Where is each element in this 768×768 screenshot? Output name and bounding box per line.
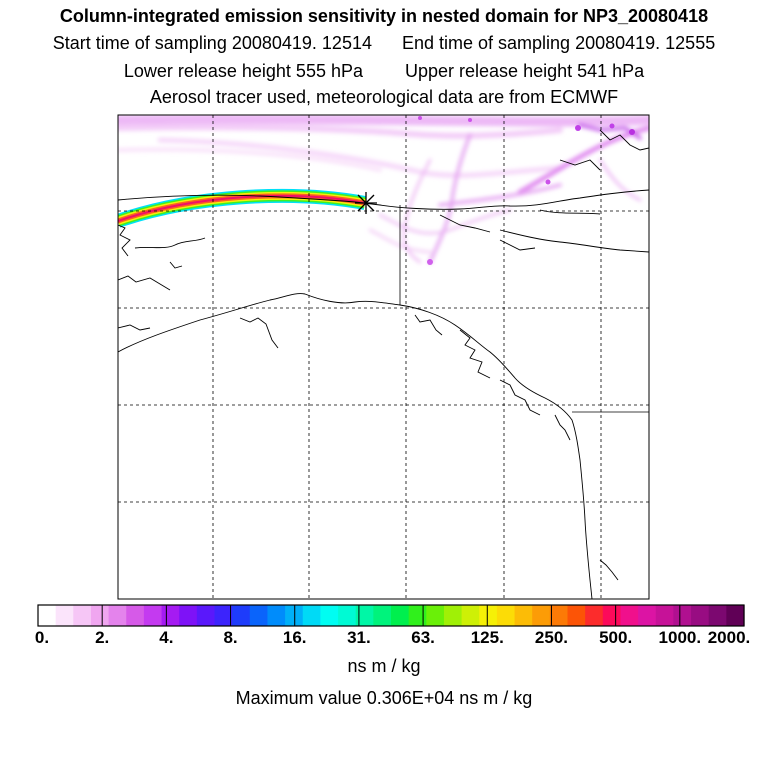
colorbar-swatch — [585, 605, 604, 626]
colorbar-swatch — [249, 605, 269, 626]
colorbar-swatch — [655, 605, 674, 626]
colorbar-swatch — [355, 605, 374, 626]
colorbar-swatch — [620, 605, 639, 626]
colorbar-swatch — [320, 605, 339, 626]
release-point-star-icon — [355, 192, 377, 214]
colorbar-units: ns m / kg — [347, 656, 421, 676]
colorbar-tick-label: 63. — [411, 628, 435, 647]
high-sensitivity-band — [118, 188, 367, 228]
political-borders — [399, 205, 649, 413]
colorbar-tick-label: 16. — [282, 628, 307, 647]
figure-title: Column-integrated emission sensitivity i… — [59, 6, 709, 26]
colorbar-swatch — [496, 605, 516, 626]
sampling-time-line: Start time of sampling 20080419. 12514 En… — [0, 33, 768, 54]
colorbar-swatch — [726, 605, 745, 626]
colorbar-swatch — [108, 605, 127, 626]
colorbar-swatch — [461, 605, 480, 626]
colorbar-swatch — [479, 605, 498, 626]
colorbar-swatch — [708, 605, 727, 626]
colorbar-frame — [37, 604, 745, 627]
colorbar-swatch — [426, 605, 445, 626]
colorbar-swatch — [214, 605, 233, 626]
colorbar-swatch — [673, 605, 692, 626]
colorbar-swatch — [638, 605, 657, 626]
colorbar-swatch — [373, 605, 392, 626]
colorbar-swatch — [285, 605, 304, 626]
colorbar-tick-label: 125. — [470, 628, 504, 647]
colorbar-swatch — [55, 605, 74, 626]
colorbar-swatch — [143, 605, 163, 626]
lower-release-height-text: Lower release height 555 hPa — [123, 61, 363, 81]
sensitivity-plume — [118, 115, 649, 265]
colorbar-tick-label: 4. — [159, 628, 174, 647]
upper-release-height-text: Upper release height 541 hPa — [405, 61, 645, 81]
graticule — [118, 115, 649, 599]
colorbar-swatch — [514, 605, 533, 626]
start-time-text: Start time of sampling 20080419. 12514 — [52, 33, 372, 53]
colorbar-tick-label: 8. — [223, 628, 238, 647]
colorbar-tick-label: 1000. — [658, 628, 702, 647]
colorbar-swatch — [691, 605, 710, 626]
colorbar-tick-label: 0. — [34, 628, 50, 647]
colorbar-swatch — [90, 605, 110, 626]
colorbar-tick-label: 31. — [347, 628, 371, 647]
colorbar-tick-label: 2. — [95, 628, 110, 647]
colorbar-swatch — [73, 605, 92, 626]
colorbar-swatch — [161, 605, 180, 626]
tracer-note-text: Aerosol tracer used, meteorological data… — [149, 87, 619, 107]
colorbar-swatch — [196, 605, 216, 626]
colorbar-swatch — [302, 605, 321, 626]
colorbar-swatch — [602, 605, 622, 626]
coastlines — [118, 129, 649, 599]
colorbar-swatch — [232, 605, 251, 626]
colorbar-swatch — [443, 605, 463, 626]
colorbar-swatch — [408, 605, 427, 626]
colorbar — [37, 604, 745, 627]
maximum-value-text: Maximum value 0.306E+04 ns m / kg — [235, 688, 533, 708]
colorbar-tick-label: 250. — [534, 628, 568, 647]
colorbar-tick-label: 2000. — [707, 628, 751, 647]
colorbar-swatch — [391, 605, 410, 626]
map-frame — [117, 114, 650, 600]
release-height-line: Lower release height 555 hPa Upper releas… — [0, 61, 768, 82]
colorbar-swatch — [267, 605, 286, 626]
colorbar-swatch — [38, 605, 57, 626]
colorbar-swatch — [179, 605, 198, 626]
colorbar-tick-label: 500. — [599, 628, 633, 647]
colorbar-swatch — [338, 605, 357, 626]
colorbar-swatch — [532, 605, 551, 626]
colorbar-swatch — [567, 605, 586, 626]
colorbar-swatch — [126, 605, 145, 626]
colorbar-tick-labels: 0. 2. 4. 8. 16. 31. 63. 125. 250. 500. 1000. 2000. — [0, 628, 768, 652]
end-time-text: End time of sampling 20080419. 12555 — [401, 33, 716, 53]
colorbar-swatch — [549, 605, 569, 626]
